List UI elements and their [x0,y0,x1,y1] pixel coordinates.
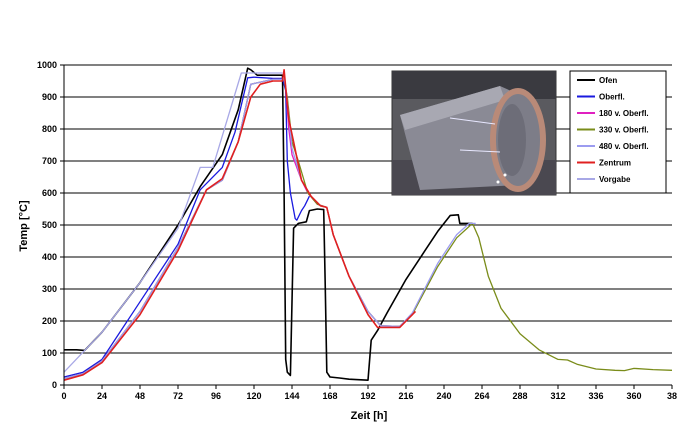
series-line-vorgabe [63,72,283,373]
x-tick-label-264: 264 [474,391,489,401]
legend-label-6: Vorgabe [599,175,631,184]
x-tick-label-192: 192 [360,391,375,401]
y-tick-label-700: 700 [42,156,57,166]
legend-label-0: Ofen [599,76,617,85]
x-tick-label-24: 24 [97,391,107,401]
y-tick-label-400: 400 [42,252,57,262]
x-tick-label-240: 240 [436,391,451,401]
x-tick-label-0: 0 [61,391,66,401]
x-tick-label-120: 120 [246,391,261,401]
series-line-ofen [64,67,473,382]
y-tick-label-900: 900 [42,92,57,102]
legend-label-3: 330 v. Oberfl. [599,126,649,135]
x-tick-label-168: 168 [322,391,337,401]
x-tick-label-384: 38 [667,391,677,401]
y-tick-label-600: 600 [42,188,57,198]
legend-box [569,70,667,194]
legend-label-4: 480 v. Oberfl. [599,142,649,151]
x-tick-label-288: 288 [512,391,527,401]
y-tick-label-100: 100 [42,348,57,358]
series-layer [63,67,673,382]
x-tick-label-360: 360 [626,391,641,401]
y-tick-label-300: 300 [42,284,57,294]
y-tick-label-200: 200 [42,316,57,326]
y-tick-label-0: 0 [52,380,57,390]
y-tick-label-1000: 1000 [37,60,57,70]
x-tick-label-144: 144 [284,391,299,401]
inset-photo [391,70,557,196]
legend-label-1: Oberfl. [599,93,625,102]
x-tick-label-312: 312 [550,391,565,401]
x-tick-label-72: 72 [173,391,183,401]
x-tick-label-336: 336 [588,391,603,401]
x-tick-label-216: 216 [398,391,413,401]
tick-labels: 0 100 200 300 400 500 600 700 800 900 1000 0 24 48 72 9… [37,60,677,401]
series-line-oberfl- [63,76,310,378]
legend: Ofen Oberfl. 180 v. Oberfl. 330 v. Oberfl. 4… [569,70,667,194]
legend-label-5: Zentrum [599,159,631,168]
series-line-zentrum [63,69,417,381]
y-tick-label-800: 800 [42,124,57,134]
y-tick-label-500: 500 [42,220,57,230]
x-axis-title: Zeit [h] [351,410,388,422]
y-axis-title: Temp [°C] [18,200,30,252]
x-tick-label-48: 48 [135,391,145,401]
legend-label-2: 180 v. Oberfl. [599,109,649,118]
x-tick-label-96: 96 [211,391,221,401]
axes [60,64,673,389]
